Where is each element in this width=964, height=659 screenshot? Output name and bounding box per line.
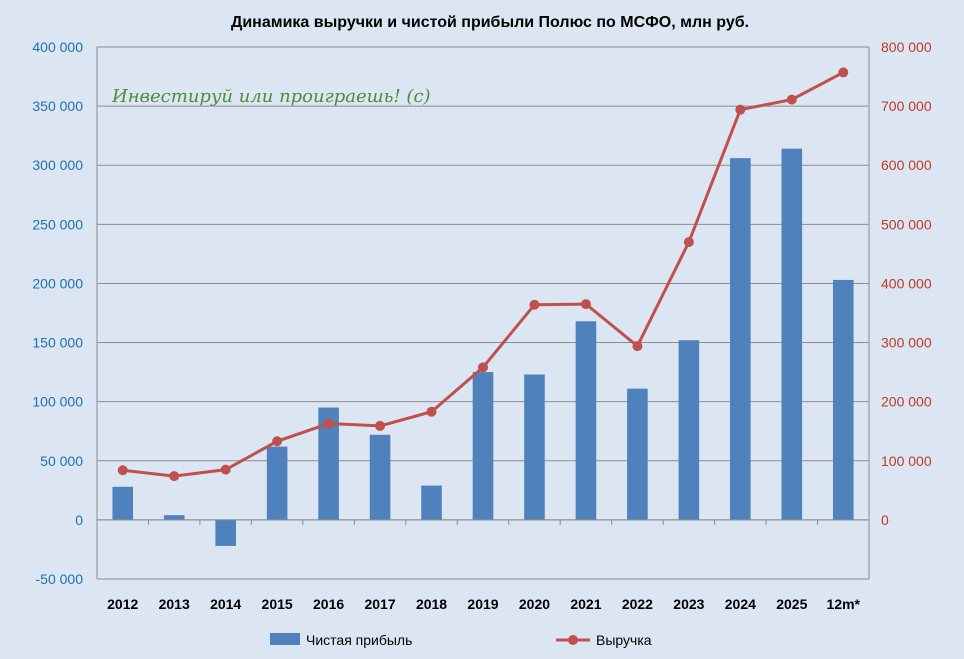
x-tick-label: 2013 (159, 596, 190, 612)
profit-bar (524, 374, 545, 520)
legend: Чистая прибыль Выручка (270, 632, 652, 648)
right-axis-labels: 0 100 000 200 000 300 000 400 000 500 000 600 … (881, 39, 932, 528)
profit-bar (730, 158, 751, 520)
profit-bar (421, 485, 442, 520)
revenue-point (169, 471, 180, 482)
revenue-point (580, 299, 591, 310)
left-axis-labels: -50 000 0 50 000 100 000 150 000 200 000 250 0… (32, 39, 83, 587)
profit-bar (781, 148, 803, 520)
profit-bars (112, 148, 854, 546)
revenue-point (786, 94, 797, 105)
profit-bar (163, 515, 185, 520)
chart-title: Динамика выручки и чистой прибыли Полюс … (231, 14, 749, 31)
right-tick-label: 100 000 (881, 453, 932, 469)
x-tick-label: 2016 (313, 596, 344, 612)
revenue-point (220, 464, 231, 475)
revenue-point (632, 341, 643, 352)
legend-profit-label: Чистая прибыль (306, 632, 412, 648)
x-tick-label: 2017 (364, 596, 395, 612)
revenue-point (478, 362, 488, 373)
revenue-point (735, 104, 746, 115)
left-tick-label: 300 000 (32, 157, 83, 173)
x-tick-label: 2022 (622, 596, 653, 612)
legend-profit-swatch (270, 633, 300, 645)
right-tick-label: 300 000 (881, 335, 932, 351)
legend-revenue-label: Выручка (596, 632, 652, 648)
profit-bar (472, 372, 494, 520)
profit-bar (112, 486, 134, 520)
right-tick-label: 800 000 (881, 39, 932, 55)
profit-bar (575, 321, 597, 520)
x-tick-label: 2023 (673, 596, 704, 612)
profit-bar (627, 388, 648, 520)
x-tick-label: 2014 (210, 596, 241, 612)
left-tick-label: 400 000 (32, 39, 83, 55)
left-tick-label: -50 000 (36, 571, 84, 587)
profit-bar (215, 519, 236, 546)
x-tick-label: 2025 (776, 596, 807, 612)
left-tick-label: 50 000 (40, 453, 83, 469)
right-tick-label: 200 000 (881, 394, 932, 410)
revenue-point (117, 465, 128, 476)
x-tick-label: 2018 (416, 596, 447, 612)
profit-bar (369, 434, 391, 520)
x-tick-label: 2020 (519, 596, 550, 612)
revenue-point (838, 67, 849, 78)
right-tick-label: 500 000 (881, 216, 932, 232)
revenue-point (683, 237, 694, 248)
legend-revenue-marker (568, 635, 578, 645)
x-tick-label: 2024 (725, 596, 756, 612)
profit-bar (318, 407, 339, 520)
revenue-point (375, 420, 386, 431)
left-tick-label: 0 (75, 512, 83, 528)
x-tick-label: 2012 (107, 596, 138, 612)
left-tick-label: 150 000 (32, 335, 83, 351)
x-axis-labels: 2012 2013 2014 2015 2016 2017 2018 2019 2020 2021… (107, 596, 860, 612)
profit-bar (678, 340, 700, 520)
left-tick-label: 100 000 (32, 394, 83, 410)
right-tick-label: 400 000 (881, 275, 932, 291)
revenue-line (117, 67, 849, 482)
left-tick-label: 250 000 (32, 216, 83, 232)
axes (96, 47, 870, 579)
profit-bar (832, 279, 854, 520)
x-tick-label: 2019 (467, 596, 498, 612)
profit-bar (266, 446, 288, 520)
x-tick-label: 2021 (570, 596, 601, 612)
x-tick-label: 12m* (827, 596, 861, 612)
revenue-point (426, 406, 437, 417)
revenue-point (323, 418, 334, 429)
revenue-point (272, 436, 283, 447)
watermark-text: Инвестируй или проиграешь! (с) (111, 86, 431, 107)
right-tick-label: 0 (881, 512, 889, 528)
x-tick-label: 2015 (262, 596, 293, 612)
left-tick-label: 350 000 (32, 98, 83, 114)
revenue-point (529, 299, 540, 310)
left-tick-label: 200 000 (32, 275, 83, 291)
right-tick-label: 600 000 (881, 157, 932, 173)
right-tick-label: 700 000 (881, 98, 932, 114)
